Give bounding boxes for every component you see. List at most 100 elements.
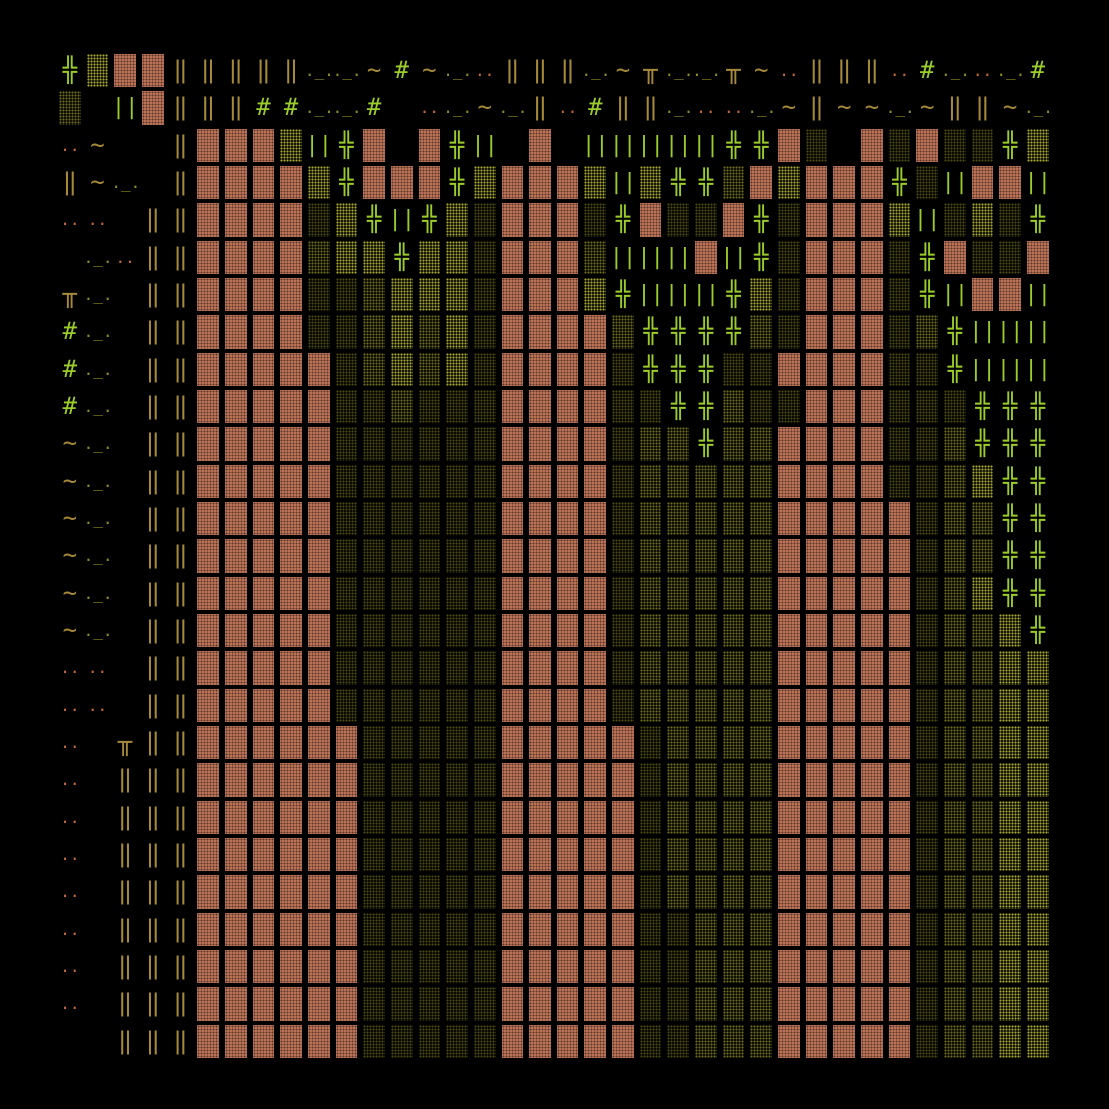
bars-glyph-symbol: || xyxy=(969,356,996,382)
floor-dim-tile xyxy=(612,427,634,461)
floor-dim-tile xyxy=(778,277,800,312)
wall-tile xyxy=(861,837,883,872)
cross-glyph-symbol: ╬ xyxy=(671,167,686,196)
dots-glyph-symbol: .. xyxy=(60,956,80,976)
cross-glyph-symbol: ╬ xyxy=(754,205,769,234)
hash-glyph-icon: # xyxy=(56,351,84,388)
ledge-glyph-symbol: ._. xyxy=(83,322,112,342)
wall-tile xyxy=(252,613,275,648)
dots-glyph-icon: .. xyxy=(56,687,84,724)
wall-tile xyxy=(224,987,247,1021)
wall-tile xyxy=(888,613,911,648)
pillar-glyph-icon: ‖ xyxy=(167,873,195,910)
floor-dim-tile xyxy=(390,1024,413,1058)
cross-glyph-symbol: ╬ xyxy=(643,354,658,383)
floor-dim-tile xyxy=(335,427,358,461)
pillar-glyph-icon: ‖ xyxy=(111,1023,139,1060)
bars-glyph-symbol: || xyxy=(388,207,415,233)
floor-mid-tile xyxy=(639,576,662,610)
wave-glyph-symbol: ~ xyxy=(919,93,935,122)
empty-tile xyxy=(111,649,139,686)
floor-dim-tile xyxy=(390,427,413,461)
bars-glyph-icon: || xyxy=(941,164,969,201)
floor-dim-tile xyxy=(473,725,496,760)
pillar-glyph-icon: ‖ xyxy=(111,761,139,798)
wall-tile xyxy=(888,1024,911,1058)
wall-tile xyxy=(805,800,828,834)
cross-glyph-symbol: ╬ xyxy=(1002,541,1018,570)
wall-tile xyxy=(197,837,219,872)
dots-glyph-symbol: .. xyxy=(60,919,80,939)
floor-dim-tile xyxy=(418,837,441,872)
cross-glyph-symbol: ╬ xyxy=(698,354,714,383)
ledge-glyph-icon: ._. xyxy=(333,89,361,126)
empty-tile xyxy=(111,313,139,350)
cross-glyph-icon: ╬ xyxy=(747,127,775,164)
wall-tile xyxy=(197,165,219,200)
wall-tile xyxy=(529,800,551,834)
wall-tile xyxy=(224,1024,247,1058)
cross-glyph-icon: ╬ xyxy=(664,351,692,388)
empty-tile xyxy=(84,1023,112,1060)
floor-lit-tile xyxy=(1026,651,1049,685)
wall-tile xyxy=(556,539,579,573)
floor-dim-tile xyxy=(446,912,468,946)
ledge-glyph-icon: ._. xyxy=(84,351,112,388)
pillar-glyph-icon: ‖ xyxy=(167,649,195,686)
ledge-glyph-icon: ._. xyxy=(305,52,333,89)
ledge-glyph-symbol: ._. xyxy=(941,61,969,80)
pillar-glyph-symbol: ‖ xyxy=(145,877,161,906)
dots-glyph-symbol: .. xyxy=(87,695,108,715)
bars-glyph-symbol: || xyxy=(471,132,498,158)
floor-dim-tile xyxy=(778,240,800,274)
floor-dim-tile xyxy=(473,837,496,872)
floor-mid-tile xyxy=(639,613,662,648)
cross-glyph-symbol: ╬ xyxy=(1030,466,1046,495)
wall-tile xyxy=(861,725,883,760)
floor-dim-tile xyxy=(473,501,496,536)
floor-dim-tile xyxy=(916,725,938,760)
wall-tile xyxy=(805,1024,828,1058)
wall-tile xyxy=(805,501,828,536)
wall-tile xyxy=(529,128,551,162)
pillar-glyph-symbol: ‖ xyxy=(173,541,188,570)
pillar-glyph-icon: ‖ xyxy=(222,89,250,126)
ledge-glyph-icon: ._. xyxy=(84,463,112,500)
dungeon-map[interactable]: ╬ ‖ ‖ ‖ ‖ ‖ ._. ._. ~ # ~ ._... ‖ ‖ ‖ ._. ~ ╥ ._. ._. ╥ ~.. ‖ ‖… xyxy=(56,52,1052,1060)
floor-lit-tile xyxy=(971,464,994,498)
wall-tile xyxy=(861,315,883,349)
dots-glyph-icon: .. xyxy=(471,52,499,89)
wall-tile xyxy=(750,165,773,200)
wall-tile xyxy=(584,464,607,498)
dots-glyph-symbol: .. xyxy=(696,98,716,118)
pillar-glyph-symbol: ‖ xyxy=(173,279,188,308)
wall-tile xyxy=(833,576,856,610)
cross-glyph-icon: ╬ xyxy=(664,388,692,425)
wall-tile xyxy=(529,315,551,349)
cross-glyph-symbol: ╬ xyxy=(726,130,741,159)
wall-tile xyxy=(501,240,524,274)
wall-tile xyxy=(529,576,551,610)
floor-dim-tile xyxy=(999,203,1021,237)
floor-mid-tile xyxy=(695,949,717,984)
cross-glyph-icon: ╬ xyxy=(996,537,1024,574)
floor-mid-tile xyxy=(750,875,773,909)
floor-mid-tile xyxy=(307,240,330,274)
floor-mid-tile xyxy=(944,427,966,461)
wall-tile xyxy=(501,1024,524,1058)
floor-mid-tile xyxy=(722,651,745,685)
wall-tile xyxy=(501,763,524,797)
wall-tile xyxy=(556,389,579,424)
wall-tile xyxy=(197,501,219,536)
dots-glyph-icon: .. xyxy=(720,89,748,126)
cross-glyph-icon: ╬ xyxy=(692,313,720,350)
floor-mid-tile xyxy=(695,987,717,1021)
pillar-glyph-symbol: ‖ xyxy=(117,802,133,831)
wall-tile xyxy=(252,1024,275,1058)
wall-tile xyxy=(252,725,275,760)
wall-tile xyxy=(778,800,800,834)
wall-tile xyxy=(805,389,828,424)
wave-glyph-icon: ~ xyxy=(858,89,886,126)
floor-mid-tile xyxy=(639,501,662,536)
empty-tile xyxy=(84,873,112,910)
